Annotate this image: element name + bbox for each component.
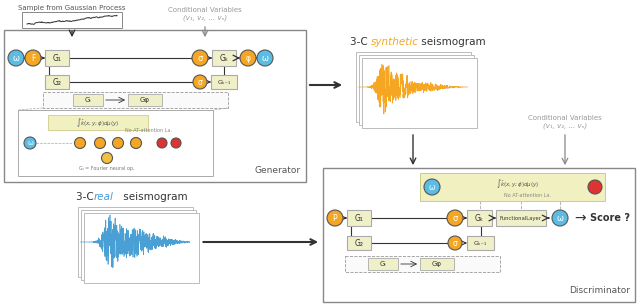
Text: 3-C: 3-C bbox=[76, 192, 97, 202]
FancyBboxPatch shape bbox=[18, 110, 213, 176]
Text: Discriminator: Discriminator bbox=[569, 286, 630, 295]
Text: G₂: G₂ bbox=[52, 77, 61, 87]
FancyBboxPatch shape bbox=[212, 50, 236, 66]
Circle shape bbox=[327, 210, 343, 226]
Text: σ: σ bbox=[198, 77, 202, 87]
Text: σ: σ bbox=[197, 53, 203, 63]
Text: Gᵢ: Gᵢ bbox=[380, 261, 387, 267]
Circle shape bbox=[102, 153, 113, 164]
FancyBboxPatch shape bbox=[347, 210, 371, 226]
Text: Conditional Variables: Conditional Variables bbox=[528, 115, 602, 121]
FancyBboxPatch shape bbox=[358, 55, 474, 125]
FancyBboxPatch shape bbox=[368, 258, 398, 270]
Text: ω: ω bbox=[429, 182, 435, 192]
FancyBboxPatch shape bbox=[73, 94, 103, 106]
Circle shape bbox=[240, 50, 256, 66]
FancyBboxPatch shape bbox=[48, 115, 148, 130]
FancyBboxPatch shape bbox=[355, 52, 470, 122]
FancyBboxPatch shape bbox=[45, 75, 69, 89]
Text: φ: φ bbox=[246, 53, 250, 63]
Circle shape bbox=[193, 75, 207, 89]
FancyBboxPatch shape bbox=[128, 94, 162, 106]
Text: Gφ: Gφ bbox=[140, 97, 150, 103]
Text: No AT-attention La.: No AT-attention La. bbox=[504, 192, 551, 197]
Circle shape bbox=[448, 236, 462, 250]
Text: $\int \hat{k}(x,y;\phi)d\mu(y)$: $\int \hat{k}(x,y;\phi)d\mu(y)$ bbox=[76, 116, 120, 129]
Text: Gₖ₋₁: Gₖ₋₁ bbox=[218, 80, 230, 84]
FancyBboxPatch shape bbox=[345, 256, 500, 272]
Text: Sample from Gaussian Process: Sample from Gaussian Process bbox=[19, 5, 125, 11]
Circle shape bbox=[25, 50, 41, 66]
Text: Gφ: Gφ bbox=[432, 261, 442, 267]
FancyBboxPatch shape bbox=[467, 210, 492, 226]
FancyBboxPatch shape bbox=[4, 30, 306, 182]
Circle shape bbox=[8, 50, 24, 66]
Circle shape bbox=[447, 210, 463, 226]
FancyBboxPatch shape bbox=[83, 213, 198, 283]
Text: FunctionalLayer: FunctionalLayer bbox=[500, 216, 542, 220]
FancyBboxPatch shape bbox=[420, 173, 605, 201]
Text: seismogram: seismogram bbox=[120, 192, 187, 202]
FancyBboxPatch shape bbox=[467, 236, 494, 250]
Text: synthetic: synthetic bbox=[371, 37, 419, 47]
FancyBboxPatch shape bbox=[496, 210, 546, 226]
Text: No AT-attention La.: No AT-attention La. bbox=[125, 127, 172, 133]
Circle shape bbox=[257, 50, 273, 66]
Circle shape bbox=[157, 138, 167, 148]
Text: 3-C: 3-C bbox=[351, 37, 371, 47]
Circle shape bbox=[131, 138, 141, 149]
FancyBboxPatch shape bbox=[211, 75, 237, 89]
Text: ω: ω bbox=[557, 213, 563, 223]
Text: →: → bbox=[574, 211, 586, 225]
FancyBboxPatch shape bbox=[362, 58, 477, 128]
Circle shape bbox=[95, 138, 106, 149]
FancyBboxPatch shape bbox=[420, 258, 454, 270]
Text: $\int \hat{k}(x,y;\phi)d\mu(y)$: $\int \hat{k}(x,y;\phi)d\mu(y)$ bbox=[496, 178, 540, 190]
Text: Gᵢ = Fourier neural op.: Gᵢ = Fourier neural op. bbox=[79, 165, 135, 170]
Text: Score ?: Score ? bbox=[590, 213, 630, 223]
Circle shape bbox=[552, 210, 568, 226]
Text: (v₁, v₂, ... vₙ): (v₁, v₂, ... vₙ) bbox=[543, 123, 587, 129]
Circle shape bbox=[424, 179, 440, 195]
Text: σ: σ bbox=[452, 239, 458, 247]
Circle shape bbox=[113, 138, 124, 149]
Text: G₁: G₁ bbox=[52, 53, 61, 63]
Text: ω: ω bbox=[262, 53, 269, 63]
Circle shape bbox=[74, 138, 86, 149]
Circle shape bbox=[24, 137, 36, 149]
Text: Gᵢ: Gᵢ bbox=[84, 97, 92, 103]
FancyBboxPatch shape bbox=[22, 12, 122, 28]
Text: Gₖ₋₁: Gₖ₋₁ bbox=[474, 240, 487, 246]
Circle shape bbox=[171, 138, 181, 148]
FancyBboxPatch shape bbox=[81, 210, 195, 280]
Text: Gₖ: Gₖ bbox=[220, 53, 228, 63]
Text: (v₁, v₂, ... vₙ): (v₁, v₂, ... vₙ) bbox=[183, 15, 227, 21]
FancyBboxPatch shape bbox=[323, 168, 635, 302]
FancyBboxPatch shape bbox=[45, 50, 69, 66]
Text: Generator: Generator bbox=[255, 166, 301, 175]
Text: G₂: G₂ bbox=[355, 239, 364, 247]
Circle shape bbox=[588, 180, 602, 194]
Text: Gₖ: Gₖ bbox=[475, 213, 484, 223]
Circle shape bbox=[192, 50, 208, 66]
Text: seismogram: seismogram bbox=[419, 37, 486, 47]
Text: F: F bbox=[31, 53, 35, 63]
FancyBboxPatch shape bbox=[77, 207, 193, 277]
Text: ω: ω bbox=[27, 140, 33, 146]
FancyBboxPatch shape bbox=[347, 236, 371, 250]
Text: ω: ω bbox=[13, 53, 19, 63]
Text: G₁: G₁ bbox=[355, 213, 364, 223]
Text: Conditional Variables: Conditional Variables bbox=[168, 7, 242, 13]
Text: σ: σ bbox=[452, 213, 458, 223]
Text: real: real bbox=[93, 192, 113, 202]
FancyBboxPatch shape bbox=[43, 92, 228, 108]
Text: P: P bbox=[333, 213, 337, 223]
